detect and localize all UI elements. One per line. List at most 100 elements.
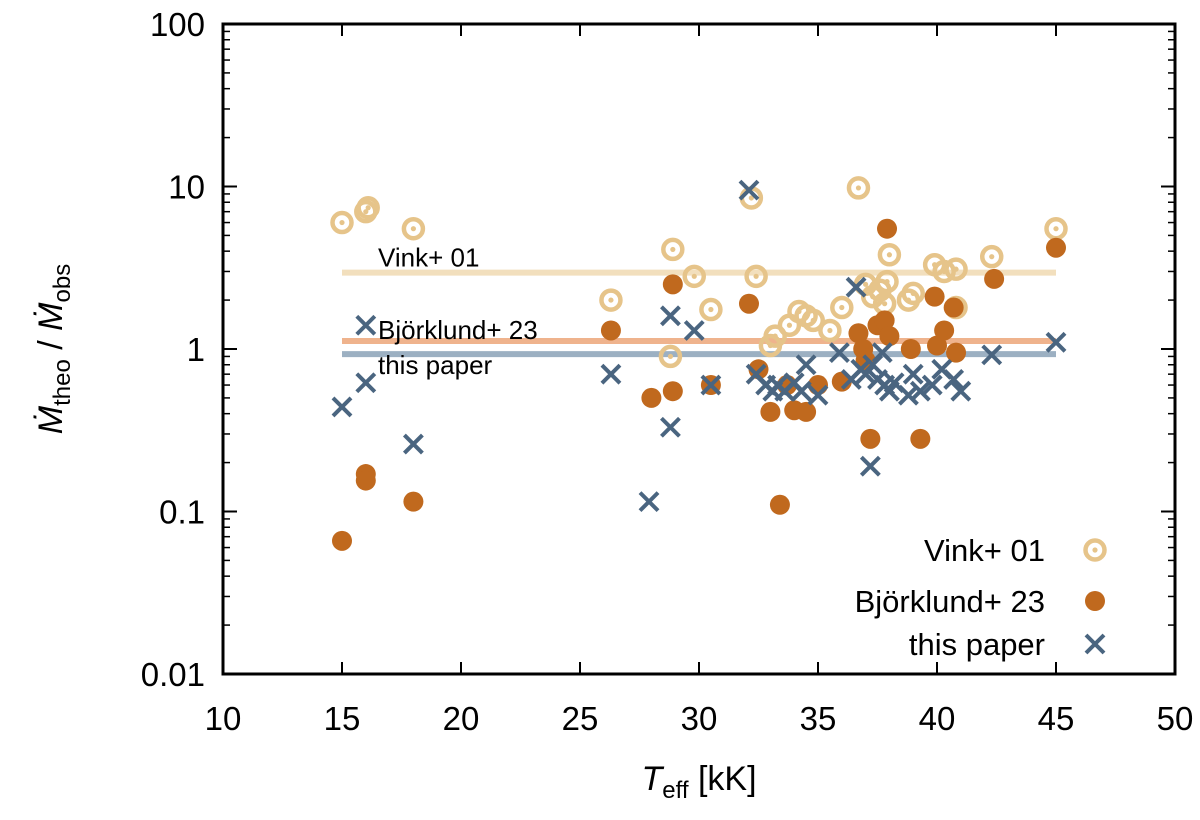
data-point [682,264,706,289]
data-point [332,530,352,551]
data-point [638,491,660,513]
legend: Vink+ 01 Björklund+ 23 this paper [855,533,1107,662]
data-point [848,323,869,344]
data-point [807,384,829,406]
data-point [943,297,964,318]
data-point [738,179,760,201]
legend-label: this paper [909,627,1045,662]
data-point [790,380,812,402]
legend-label: Vink+ 01 [924,533,1045,568]
x-tick-label: 40 [919,700,956,737]
data-point [795,354,817,376]
data-point [700,374,722,396]
data-point [356,195,380,220]
legend-entry: this paper [909,627,1106,662]
data-point [846,176,871,200]
data-point [402,433,424,455]
data-point [331,396,353,418]
data-points [330,176,1068,551]
data-point [877,218,898,239]
x-tick-label: 15 [324,700,361,737]
data-point [801,308,825,333]
y-tick-label: 0.1 [159,494,205,531]
data-point [355,470,376,491]
data-point [910,428,931,449]
data-point [950,380,972,402]
data-point [661,237,685,262]
y-tick-label: 10 [168,169,205,206]
data-point [981,344,1003,366]
series-3 [331,179,1067,513]
y-axis-label: Ṁtheo / Ṁobs [32,264,76,434]
data-point [660,305,681,327]
data-point [829,342,850,364]
data-point [818,318,842,343]
data-point [898,384,919,406]
x-axis-label: Teff [kK] [641,760,756,804]
data-point [900,339,921,359]
data-point [641,387,662,408]
data-point [875,269,899,294]
data-point [1046,237,1066,258]
data-point [943,368,965,390]
x-tick-label: 25 [562,700,599,737]
reference-line-label: Björklund+ 23 [378,315,538,345]
legend-marker [1084,633,1106,655]
data-point [683,320,705,341]
data-point [902,363,924,385]
data-point [808,375,828,396]
data-point [330,210,354,235]
data-point [901,281,925,306]
legend-marker [1083,538,1107,562]
y-tick-label: 0.01 [141,656,205,693]
data-point [921,374,943,396]
data-point [871,342,893,364]
data-point [355,314,377,336]
legend-entry: Vink+ 01 [924,533,1107,568]
data-point [879,326,900,347]
plot-frame [221,22,1177,676]
data-point [600,363,622,385]
x-tick-label: 30 [681,700,718,737]
x-tick-label: 10 [205,700,242,737]
data-point [662,274,683,295]
data-point [946,342,967,363]
x-tick-label: 35 [800,700,837,737]
data-point [874,310,895,331]
data-point [760,401,781,422]
legend-label: Björklund+ 23 [855,584,1045,619]
data-point [877,243,902,267]
data-point [744,264,768,289]
data-point [859,455,881,477]
data-point [769,494,790,515]
reference-line-label: this paper [378,350,493,380]
data-point [924,286,945,307]
data-point [763,324,787,348]
tick-labels: 10 15 20 25 30 35 40 45 50 0.01 0.1 1 10 100 [141,6,1194,737]
data-point [355,372,377,394]
data-point [927,335,947,356]
data-point [845,276,867,298]
data-point [662,381,683,402]
x-tick-label: 50 [1157,700,1194,737]
data-point [979,244,1004,269]
x-tick-label: 45 [1038,700,1075,737]
data-point [699,297,723,322]
data-point [401,216,426,241]
x-tick-label: 20 [443,700,480,737]
data-point [830,295,854,320]
data-point [944,257,968,281]
reference-line-label: Vink+ 01 [378,243,479,273]
data-point [660,416,681,438]
data-point [600,320,621,341]
data-point [909,380,931,402]
data-point [984,268,1005,289]
data-point [738,293,759,314]
data-point [796,401,817,422]
data-point [658,344,683,369]
data-point [934,320,955,341]
data-point [599,288,623,312]
data-point [1045,331,1067,353]
